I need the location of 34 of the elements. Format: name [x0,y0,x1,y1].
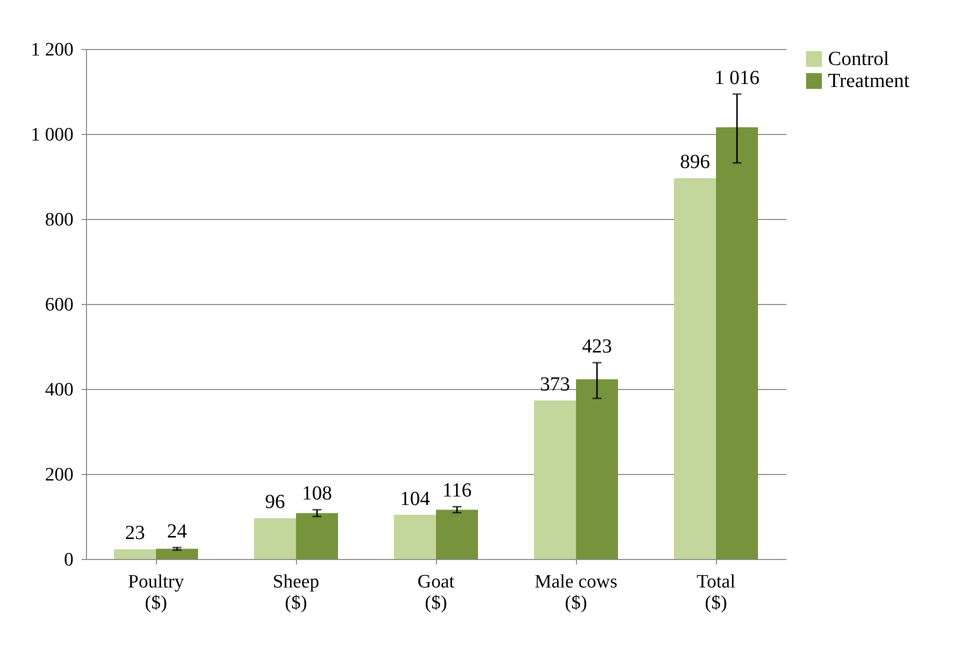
bar [394,514,436,559]
x-tick-label: Male cows ($) [534,572,618,614]
data-label: 373 [540,373,570,396]
x-tick-label: Total ($) [696,572,736,614]
data-label: 108 [302,482,332,505]
bar [436,510,478,559]
bar [296,513,338,559]
data-label: 104 [400,488,430,510]
data-label: 1 016 [714,67,760,90]
bar [534,400,576,559]
x-tick-label: Sheep ($) [272,572,320,614]
data-label: 423 [582,336,612,358]
data-label: 23 [125,522,145,544]
data-label: 96 [265,491,285,514]
legend-label: Treatment [828,70,910,92]
data-label: 896 [680,151,710,174]
bar [576,379,618,559]
bar [716,127,758,559]
y-tick-label: 200 [45,464,74,486]
y-tick-label: 1 000 [30,124,74,146]
x-tick-label: Goat ($) [418,572,456,614]
legend-label: Control [828,48,890,70]
bar [114,549,156,559]
bar [254,518,296,559]
data-label: 116 [442,480,472,502]
y-tick-label: 400 [45,380,74,400]
y-tick-label: 600 [45,294,74,316]
bar [674,178,716,559]
y-tick-label: 800 [45,210,74,230]
y-tick-label: 0 [64,550,74,570]
y-tick-label: 1 200 [30,40,74,60]
data-label: 24 [167,520,187,543]
bar [156,548,198,559]
x-tick-label: Poultry ($) [128,572,184,614]
